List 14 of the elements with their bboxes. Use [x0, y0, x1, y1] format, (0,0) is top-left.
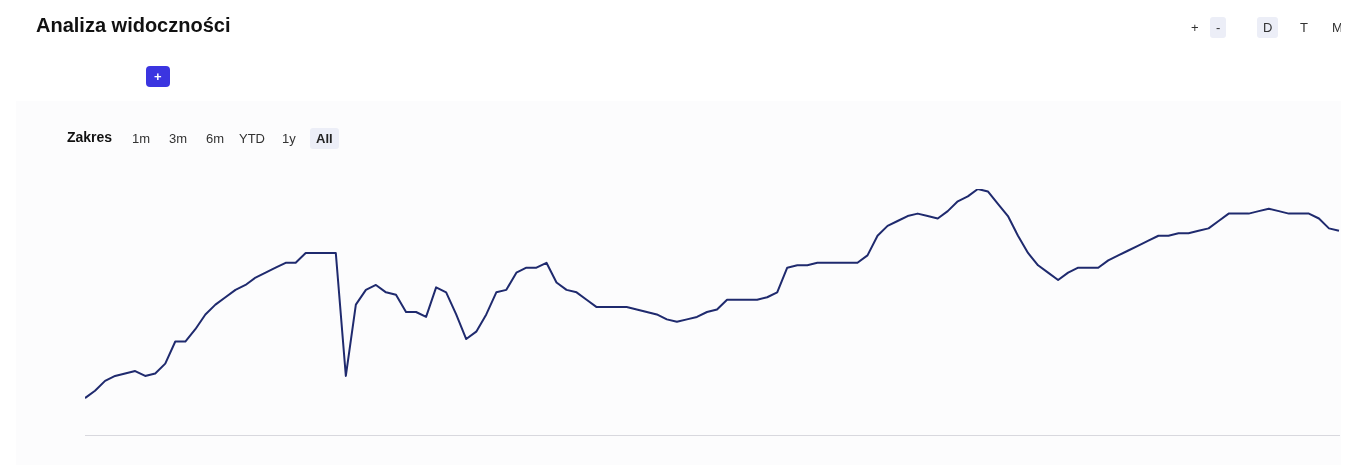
text: Zakres: [66, 128, 114, 147]
chart-title: Analiza widoczności: [36, 14, 231, 37]
text: M: [1331, 19, 1342, 37]
text: YTD: [238, 130, 266, 148]
text: T: [1299, 19, 1309, 37]
text: D: [1257, 17, 1279, 38]
text: 6m: [205, 130, 226, 148]
text: All: [310, 128, 339, 149]
text: -: [1210, 17, 1227, 38]
text: +: [1190, 19, 1200, 37]
text: 1y: [281, 130, 297, 148]
text: 3m: [168, 130, 189, 148]
text: +: [146, 66, 170, 87]
text: 1m: [131, 130, 152, 148]
